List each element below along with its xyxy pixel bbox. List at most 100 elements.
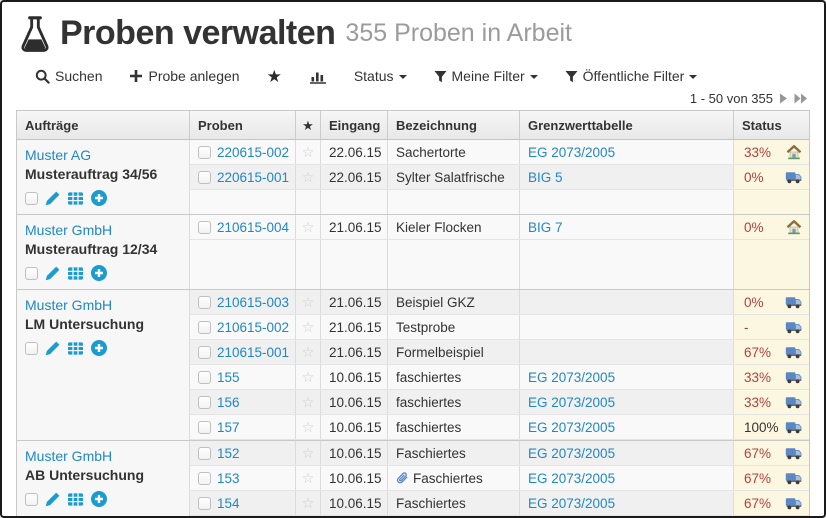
sample-checkbox[interactable] [198, 471, 211, 485]
sample-checkbox[interactable] [198, 295, 211, 309]
add-sample-icon[interactable] [90, 339, 108, 357]
sample-id-link[interactable]: 152 [217, 445, 240, 461]
sample-id-cell: 152 [190, 441, 296, 465]
last-page-button[interactable] [794, 93, 808, 104]
group-rows: 152 ☆ 10.06.15 Faschiertes EG 2073/2005 … [190, 441, 809, 516]
sample-checkbox[interactable] [198, 420, 211, 434]
sample-star-cell[interactable]: ☆ [296, 491, 321, 515]
sample-checkbox[interactable] [198, 370, 211, 384]
column-header-eingang[interactable]: Eingang [321, 111, 388, 139]
sample-id-link[interactable]: 220615-002 [217, 144, 290, 160]
limit-table-link[interactable]: EG 2073/2005 [528, 419, 616, 435]
sample-row [190, 190, 809, 214]
limit-table-link[interactable]: EG 2073/2005 [528, 470, 616, 486]
progress-value: 0% [744, 219, 764, 235]
sample-id-link[interactable]: 156 [217, 394, 240, 410]
edit-pencil-icon[interactable] [44, 190, 61, 207]
customer-link[interactable]: Muster GmbH [25, 222, 113, 238]
sample-star-cell[interactable]: ☆ [296, 215, 321, 239]
edit-pencil-icon[interactable] [44, 491, 61, 508]
sample-checkbox[interactable] [198, 496, 211, 510]
limit-table-link[interactable]: BIG 5 [528, 169, 563, 185]
customer-link[interactable]: Muster GmbH [25, 448, 113, 464]
sample-star-cell[interactable]: ☆ [296, 340, 321, 364]
sample-star-cell[interactable]: ☆ [296, 365, 321, 389]
add-sample-icon[interactable] [90, 490, 108, 508]
table-grid-icon[interactable] [67, 265, 84, 282]
sample-checkbox[interactable] [198, 345, 211, 359]
sample-date-cell [321, 240, 388, 289]
column-header-auftraege[interactable]: Aufträge [17, 111, 190, 139]
sample-id-link[interactable]: 155 [217, 369, 240, 385]
sample-id-link[interactable]: 210615-002 [217, 319, 290, 335]
sample-id-link[interactable]: 157 [217, 419, 240, 435]
add-sample-icon[interactable] [90, 189, 108, 207]
limit-table-link[interactable]: EG 2073/2005 [528, 394, 616, 410]
group-rows: 210615-003 ☆ 21.06.15 Beispiel GKZ 0% [190, 290, 809, 440]
sample-star-cell[interactable]: ☆ [296, 390, 321, 414]
sample-star-cell[interactable] [296, 240, 321, 289]
customer-link[interactable]: Muster GmbH [25, 297, 113, 313]
sample-checkbox[interactable] [198, 395, 211, 409]
edit-pencil-icon[interactable] [44, 265, 61, 282]
sample-checkbox[interactable] [198, 320, 211, 334]
sample-id-link[interactable]: 154 [217, 495, 240, 511]
sample-checkbox[interactable] [198, 145, 211, 159]
favorites-button[interactable]: ★ [267, 68, 282, 85]
sample-star-cell[interactable]: ☆ [296, 315, 321, 339]
sample-star-cell[interactable]: ☆ [296, 165, 321, 189]
edit-pencil-icon[interactable] [44, 340, 61, 357]
star-outline-icon: ☆ [301, 470, 315, 486]
sample-id-cell: 210615-003 [190, 290, 296, 314]
table-grid-icon[interactable] [67, 491, 84, 508]
add-sample-icon[interactable] [90, 264, 108, 282]
house-icon [786, 144, 802, 160]
sample-id-link[interactable]: 220615-001 [217, 169, 290, 185]
sample-id-link[interactable]: 210615-003 [217, 294, 290, 310]
sample-date: 22.06.15 [329, 169, 382, 185]
customer-link[interactable]: Muster AG [25, 147, 92, 163]
sample-checkbox[interactable] [198, 446, 211, 460]
my-filters-dropdown[interactable]: Meine Filter [434, 68, 538, 84]
next-page-button[interactable] [779, 93, 788, 104]
order-checkbox[interactable] [25, 492, 38, 506]
sample-row: 210615-002 ☆ 21.06.15 Testprobe - [190, 315, 809, 340]
samples-table: Aufträge Proben ★ Eingang Bezeichnung Gr… [16, 110, 810, 516]
order-checkbox[interactable] [25, 191, 38, 205]
sample-checkbox[interactable] [198, 220, 211, 234]
order-checkbox[interactable] [25, 266, 38, 280]
column-header-grenzwerttabelle[interactable]: Grenzwerttabelle [520, 111, 734, 139]
limit-table-link[interactable]: EG 2073/2005 [528, 445, 616, 461]
table-grid-icon[interactable] [67, 190, 84, 207]
status-dropdown[interactable]: Status [354, 68, 407, 84]
sample-star-cell[interactable]: ☆ [296, 441, 321, 465]
sample-star-cell[interactable]: ☆ [296, 140, 321, 164]
statistics-button[interactable] [309, 69, 327, 84]
sample-star-cell[interactable]: ☆ [296, 415, 321, 439]
public-filters-dropdown[interactable]: Öffentliche Filter [565, 68, 698, 84]
limit-table-link[interactable]: BIG 7 [528, 219, 563, 235]
sample-date: 22.06.15 [329, 144, 382, 160]
order-actions [25, 339, 181, 357]
order-checkbox[interactable] [25, 341, 38, 355]
sample-id-link[interactable]: 210615-001 [217, 344, 290, 360]
sample-star-cell[interactable] [296, 190, 321, 214]
sample-star-cell[interactable]: ☆ [296, 466, 321, 490]
column-header-bezeichnung[interactable]: Bezeichnung [388, 111, 520, 139]
search-button[interactable]: Suchen [35, 68, 102, 84]
create-probe-button[interactable]: Probe anlegen [129, 68, 240, 84]
limit-table-link[interactable]: EG 2073/2005 [528, 495, 616, 511]
limit-table-link[interactable]: EG 2073/2005 [528, 369, 616, 385]
table-grid-icon[interactable] [67, 340, 84, 357]
sample-date-cell: 21.06.15 [321, 315, 388, 339]
column-header-status[interactable]: Status [742, 118, 782, 133]
column-header-star[interactable]: ★ [296, 111, 321, 139]
sample-id-link[interactable]: 153 [217, 470, 240, 486]
sample-id-cell: 210615-004 [190, 215, 296, 239]
sample-checkbox[interactable] [198, 170, 211, 184]
sample-id-link[interactable]: 210615-004 [217, 219, 290, 235]
column-header-proben[interactable]: Proben [190, 111, 296, 139]
sample-star-cell[interactable]: ☆ [296, 290, 321, 314]
limit-table-link[interactable]: EG 2073/2005 [528, 144, 616, 160]
